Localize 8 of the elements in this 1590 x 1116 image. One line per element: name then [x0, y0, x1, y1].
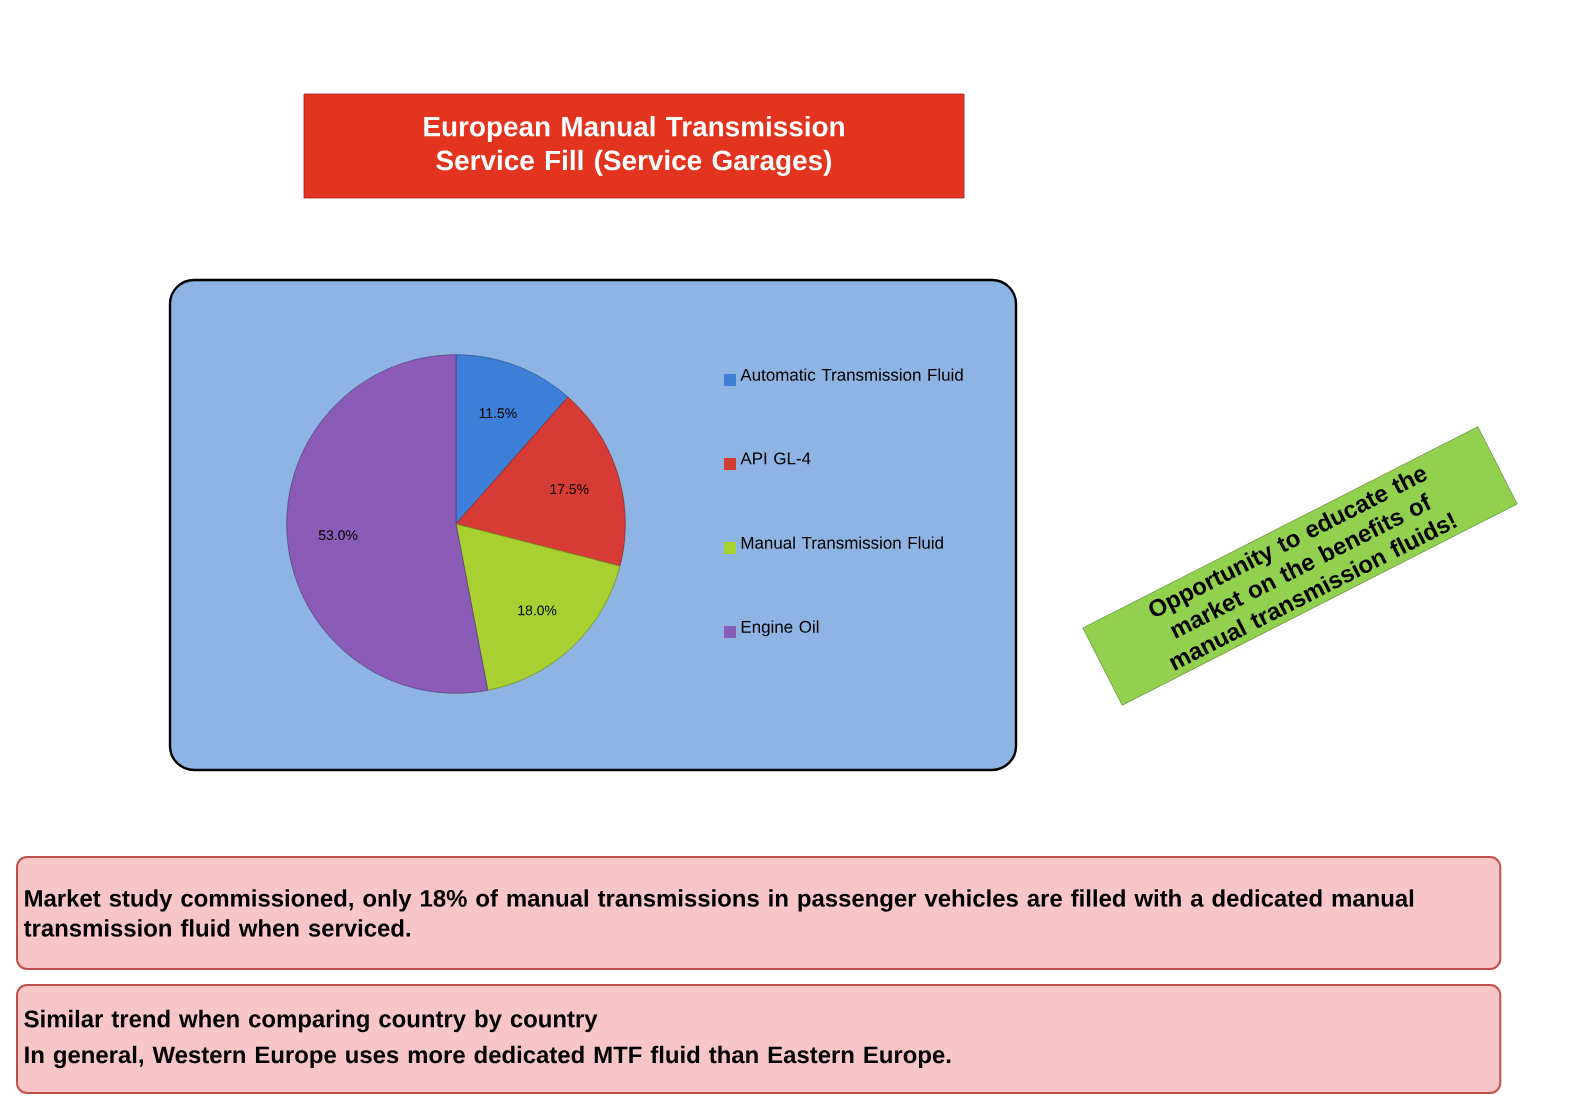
legend-label: API GL-4 — [740, 452, 811, 465]
chart-title: European Manual Transmission Service Fill (Service Garages) — [424, 115, 844, 176]
legend-label: Automatic Transmission Fluid — [740, 368, 963, 381]
legend-label: Manual Transmission Fluid — [741, 536, 943, 549]
text: Similar trend when comparing country by country — [24, 1009, 598, 1033]
text: Market study commissioned, only 18% of manual transmissions in passenger vehicles are filled with a dedicated manual transmission fluid when serviced. — [23, 889, 1414, 937]
text: In general, Western Europe uses more dedicated MTF fluid than Eastern Europe. — [25, 1045, 951, 1069]
legend-label: Engine Oil — [741, 620, 819, 637]
